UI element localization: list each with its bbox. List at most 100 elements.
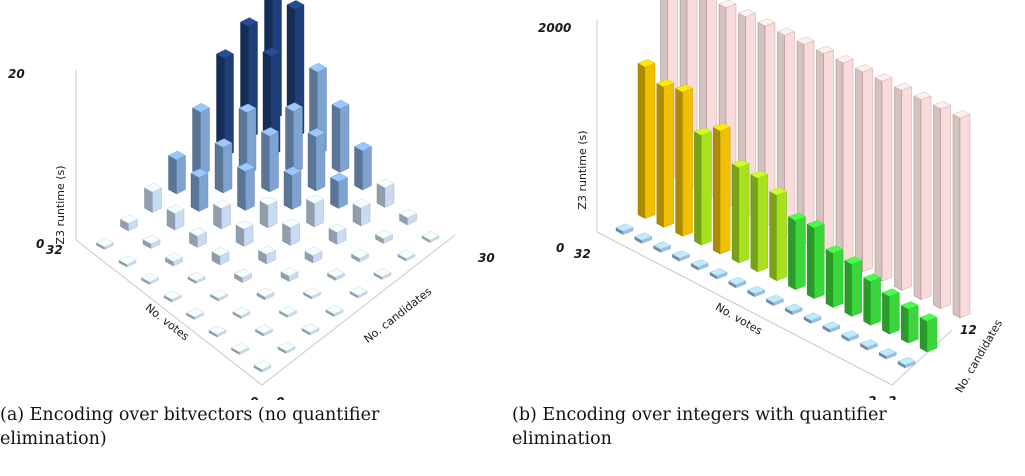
bar-b-row3-v5 [855,64,873,273]
bar-a-v0-c5-top-face [373,267,392,278]
bars-a [96,0,440,373]
bar-b-row3-v0-top-face [952,110,971,119]
bar-a-v0-c0-top-face [253,360,272,370]
bar-a-v1-c3 [303,287,321,300]
bar-a-v0-c3 [325,304,344,317]
bar-b-row3-v7-front-face [823,49,834,254]
bar-b-row3-v2 [913,91,932,300]
bar-a-v5-c5-top-face [261,127,279,137]
z-tick-zero-a: 0 [36,237,44,251]
bar-a-v7-c0 [96,237,114,250]
bar-a-v1-c6-top-face [375,229,393,240]
caption-a-line-2: elimination) [0,429,107,449]
bar-b-row1-v11-top-face [690,259,709,268]
caption-b: (b) Encoding over integers with quantifi… [512,403,887,451]
bar-a-v2-c6-top-face [352,199,371,209]
bar-b-row2-v5-front-face [832,249,844,308]
bar-b-row1-v8 [747,285,766,298]
bar-b-row2-v6-top-face [806,220,825,229]
bar-a-v6-c4-top-face [214,138,233,148]
bar-b-row1-v10-top-face [709,268,728,277]
bar-a-v0-c0 [253,360,272,373]
bar-a-v5-c0-top-face [141,272,159,283]
bar-b-row1-v12 [671,250,690,262]
bar-a-v7-c6-top-face [240,17,258,27]
bar-a-v5-c6 [285,102,303,174]
bar-a-v4-c3 [235,220,254,247]
bar-b-row2-v4-left-face [844,260,852,317]
bar-a-v2-c1 [232,306,251,319]
bar-b-row2-v4-front-face [851,260,862,317]
bar-a-v1-c1-top-face [255,324,273,334]
bar-a-v5-c1 [165,252,183,267]
bar-a-v1-c4 [327,268,345,281]
bar-b-row3-v6 [835,54,854,264]
bar-a-v3-c2 [234,268,252,283]
bar-a-v5-c6-left-face [285,106,294,174]
bar-b-row3-v4-front-face [881,77,893,282]
bar-a-v1-c2 [279,305,297,318]
bar-a-v4-c4-front-face [267,200,278,229]
bar-b-row2-v13-front-face [682,88,693,237]
bar-a-v5-c4 [237,162,255,211]
bar-a-v7-c4-left-face [192,107,201,176]
bar-b-row3-v0-left-face [952,113,961,319]
bar-b-row2-v2 [881,288,900,335]
bar-a-v3-c7 [354,141,372,191]
bar-b-row3-v1 [933,100,951,310]
bar-a-v4-c6-left-face [307,132,317,192]
bar-b-row1-v8-top-face [747,285,766,295]
bar-a-v3-c5-top-face [306,194,324,204]
bar-b-row3-v4 [874,73,893,282]
bar-b-row2-v2-top-face [881,288,900,297]
bar-a-v3-c6-top-face [330,172,348,183]
bar-b-row2-v6 [806,220,825,299]
bar-a-v5-c4-front-face [245,166,255,211]
bar-b-row3-v6-front-face [842,58,854,264]
bar-b-row2-v15-top-face [637,59,656,68]
bar-a-v3-c0 [186,307,204,320]
bar-b-row3-v6-top-face [835,54,854,64]
bar-b-row2-v12-front-face [701,131,712,246]
bar-a-v4-c7 [331,99,350,173]
bar-b-row1-v7-top-face [765,294,784,303]
bar-b-row2-v10-left-face [731,163,740,264]
bar-a-v4-c4-top-face [259,196,278,206]
bar-a-v0-c5 [373,267,392,280]
bar-b-row1-v5-top-face [803,312,822,321]
bar-a-v5-c2-top-face [189,227,207,237]
bar-a-v4-c0-top-face [163,290,182,300]
chart-a: 20 0 32 0 0 30 Z3 runtime (s) No. votes … [8,0,495,400]
bar-b-row3-v2-top-face [913,91,932,100]
bar-a-v6-c7-top-face [286,0,305,10]
bar-a-v1-c6 [375,229,393,244]
bar-a-v7-c3-front-face [176,155,186,195]
bar-b-row2-v12 [693,127,712,246]
bar-a-v2-c2-top-face [256,287,275,298]
z-tick-zero-b: 0 [556,241,564,255]
bar-a-v1-c3-top-face [303,287,321,297]
bar-a-v3-c5 [306,194,324,228]
bar-a-v2-c7 [376,178,395,208]
bar-b-row2-v12-top-face [693,127,712,136]
bar-a-v4-c7-top-face [331,99,350,110]
bar-a-v5-c1-top-face [165,252,183,262]
bar-a-v6-c3 [190,168,209,212]
bar-a-v2-c3 [280,267,299,282]
bar-a-v7-c4-front-face [200,107,210,176]
bar-b-row1-v15 [615,223,634,235]
bar-a-v0-c6-top-face [397,249,416,259]
bar-a-v3-c5-front-face [314,198,324,228]
bar-a-v4-c7-front-face [339,104,350,173]
bar-a-v5-c0 [141,272,159,285]
bar-b-row2-v13-left-face [675,87,683,237]
bar-a-v0-c7-top-face [421,230,440,241]
bar-b-row2-v12-left-face [694,131,702,246]
bar-b-row1-v1-top-face [878,348,897,357]
bar-b-row2-v0-left-face [919,317,928,353]
bar-b-row2-v8-left-face [769,191,777,282]
bar-b-row1-v3 [841,330,860,342]
bar-a-v2-c2 [256,287,275,301]
candidates-axis-line-a [261,234,456,386]
bar-b-row1-v0 [897,357,916,369]
